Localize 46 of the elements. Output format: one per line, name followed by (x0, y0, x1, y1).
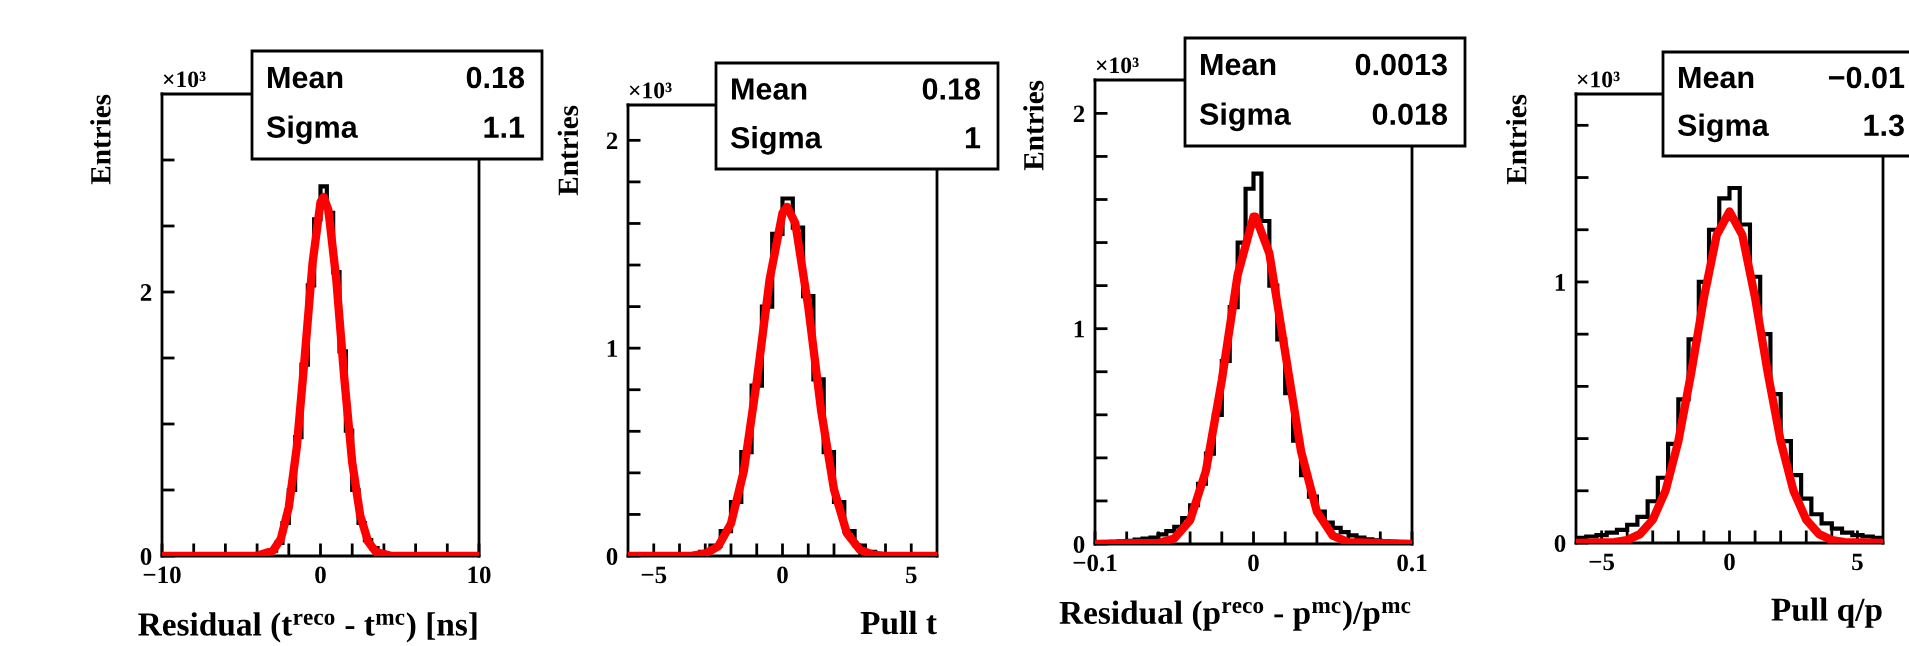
annotation: Sigma (730, 126, 822, 155)
x-axis-title: Residual (p$^{reco}$ - p$^{mc}$)/p$^{mc}$ (1059, 600, 1411, 631)
text: ×10³ (1096, 57, 1139, 74)
x-tick-label: −0.1 (1073, 554, 1117, 572)
annotation: Sigma (266, 115, 358, 145)
y-tick-label: 2 (140, 284, 152, 301)
y-axis-title: Entries (90, 94, 111, 185)
x-tick-label: 0 (1248, 554, 1259, 572)
x-tick-label: 0 (1724, 553, 1735, 571)
text: 1 (965, 127, 981, 149)
annotation: 0.018 (1372, 103, 1448, 126)
x-tick-label: −5 (1589, 553, 1615, 571)
text: 0.18 (922, 78, 981, 100)
y-axis-title: Entries (1505, 94, 1527, 185)
text: ×10³ (629, 82, 672, 99)
text: 0.18 (466, 66, 525, 89)
x-tick-label: 0 (777, 566, 788, 584)
y-tick-label: 0 (1073, 536, 1085, 553)
annotation: 1.3 (1864, 114, 1904, 137)
x-tick-label: 10 (468, 566, 491, 584)
y-axis-title: Entries (557, 105, 579, 196)
text: Mean (1679, 66, 1754, 89)
text: ×10³ (1577, 71, 1620, 88)
x-tick-label: 0.1 (1397, 554, 1427, 572)
y-tick-label: 1 (607, 340, 617, 357)
text: ×10³ (163, 71, 206, 88)
text: −0.01 (1828, 66, 1905, 89)
annotation: Sigma (1677, 113, 1769, 143)
y-tick-label: 1 (1074, 320, 1084, 338)
x-axis-title: Pull q/p (1771, 597, 1882, 628)
y-tick-label: 2 (606, 132, 618, 150)
x-tick-label: 0 (315, 566, 326, 584)
text: Mean (1201, 54, 1276, 76)
x-axis-title: Residual (t$^{reco}$ - t$^{mc}$) [ns] (138, 612, 477, 643)
x-axis-title: Pull t (860, 610, 937, 635)
y-axis-title: Entries (1023, 80, 1044, 171)
text: Mean (732, 78, 807, 100)
y-tick-label: 2 (1073, 105, 1085, 123)
text: 1.1 (484, 116, 525, 138)
text: 0.0013 (1355, 53, 1447, 76)
x-tick-label: −10 (143, 566, 181, 584)
annotation: Sigma (1199, 102, 1291, 132)
x-tick-label: 5 (1852, 553, 1863, 571)
x-tick-label: 5 (906, 566, 917, 584)
x-tick-label: −5 (641, 566, 667, 584)
text: Mean (268, 67, 343, 89)
